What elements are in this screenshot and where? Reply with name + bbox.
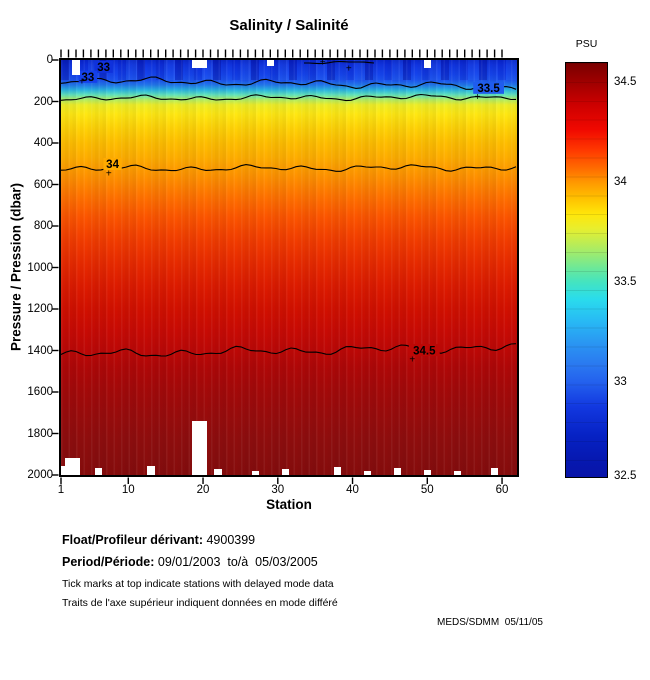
missing-bottom-data-gap [72,458,80,475]
cbar-tick-label: 32.5 [614,470,637,482]
contour-plus-mark: + [106,168,112,179]
y-tick-label: 1200 [27,303,53,315]
x-tick-label: 40 [346,484,359,496]
contour-plus-mark: + [474,92,480,103]
float-id-label: Float/Profileur dérivant: [62,533,203,547]
missing-bottom-data-gap [147,465,155,475]
x-tick-label: 50 [420,484,434,496]
x-tick-label: 30 [271,484,285,496]
contour-label: 33 [97,62,110,74]
x-axis-title: Station [266,497,312,512]
missing-bottom-data-gap [363,470,372,475]
y-tick-label: 1600 [27,386,53,398]
x-tick-label: 10 [121,484,135,496]
contour-plus-mark: + [346,63,352,74]
contour-label: 33.5 [477,83,500,95]
missing-bottom-data-gap [191,421,200,475]
y-tick-label: 1800 [27,427,53,440]
missing-bottom-data-gap [333,466,342,475]
y-tick-label: 600 [33,178,53,191]
missing-surface-data-gap [423,60,432,69]
contour-line-34 [61,164,517,172]
x-tick-label: 60 [495,484,509,496]
y-tick-label: 2000 [27,469,53,481]
contour-label-bg [408,344,440,357]
cbar-tick-label: 33.5 [614,276,637,288]
contour-plus-mark: + [320,60,326,69]
missing-bottom-data-gap [423,469,432,475]
contour-line-34.5 [61,343,517,357]
missing-bottom-data-gap [251,470,260,475]
contour-plus-mark: + [409,355,415,366]
cbar-tick-label: 33 [614,376,627,388]
note-french: Traits de l'axe supérieur indiquent donn… [62,597,338,609]
credit-stamp: MEDS/SDMM 05/11/05 [437,617,543,628]
cbar-tick-label: 34.5 [614,76,637,88]
missing-surface-data-gap [199,60,207,69]
missing-bottom-data-gap [453,470,461,475]
colorbar-unit-label: PSU [575,38,598,50]
missing-bottom-data-gap [214,468,222,475]
surface-salinity-patches [61,60,517,80]
period-label: Period/Période: [62,555,155,569]
missing-bottom-data-gap [94,467,103,475]
float-id-value: 4900399 [203,533,256,547]
y-tick-label: 800 [33,220,53,232]
period-value: 09/01/2003 to/à 05/03/2005 [154,555,318,569]
missing-bottom-data-gap [490,467,499,475]
contour-plus-mark: + [79,76,85,87]
salinity-field-gradient [61,60,517,475]
y-tick-label: 200 [33,95,53,108]
missing-bottom-data-gap [281,468,289,475]
contour-label: 33 [82,72,95,84]
contour-line-32.5 [304,60,375,65]
y-tick-label: 1400 [27,344,53,357]
missing-bottom-data-gap [64,458,73,475]
x-tick-label: 1 [57,484,65,496]
contour-label-bg [78,70,98,83]
contour-label-bg [94,60,113,73]
y-tick-label: 1000 [27,261,53,274]
salinity-section-plot: + +33 33 +33.5 +34 +34.5 + [59,58,519,477]
chart-title: Salinity / Salinité [229,17,349,34]
contour-line-33.5 [61,93,517,102]
contour-label: 34 [106,159,119,171]
station-column-texture [61,60,517,475]
missing-surface-data-gap [72,60,80,75]
contour-label: 34.5 [413,345,436,357]
missing-surface-data-gap [191,60,200,69]
missing-bottom-data-gap [393,467,402,475]
x-tick-label: 20 [196,484,210,496]
contour-label-bg [473,81,504,94]
missing-bottom-data-gap [199,421,207,475]
contour-label-bg [103,157,122,170]
y-tick-label: 400 [33,137,53,149]
float-id-line: Float/Profileur dérivant: 4900399 [62,533,255,547]
period-line: Period/Période: 09/01/2003 to/à 05/03/20… [62,555,318,569]
contour-line-33 [61,76,517,90]
y-tick-label: 0 [46,54,53,66]
cbar-tick-label: 34 [614,176,627,188]
missing-surface-data-gap [266,60,275,67]
colorbar [565,62,608,478]
colorbar-bands [566,63,607,477]
note-english: Tick marks at top indicate stations with… [62,578,334,590]
